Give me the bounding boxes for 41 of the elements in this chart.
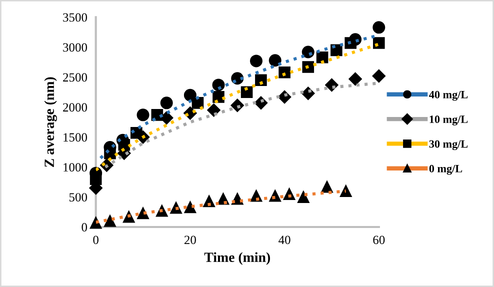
point <box>372 69 386 83</box>
x-tick-label: 0 <box>93 236 98 244</box>
y-tick-label: 2500 <box>63 73 88 82</box>
y-tick-label: 2000 <box>63 103 88 112</box>
legend-label: 30 mg/L <box>429 140 468 150</box>
x-tick-label: 60 <box>373 236 385 244</box>
point <box>330 44 342 56</box>
x-tick-label: 20 <box>184 236 196 244</box>
point <box>90 173 102 185</box>
x-axis-title: Time (min) <box>204 252 270 265</box>
legend-label: 0 mg/L <box>429 164 462 175</box>
y-tick-label: 1500 <box>64 133 88 142</box>
point <box>212 78 225 92</box>
point <box>348 72 362 86</box>
point <box>372 21 386 34</box>
y-tick-label: 1000 <box>64 163 88 172</box>
point <box>372 37 385 49</box>
y-tick-label: 0 <box>82 223 88 232</box>
point <box>184 201 196 214</box>
x-tick-label: 40 <box>278 236 290 244</box>
point <box>321 180 333 193</box>
point <box>104 215 116 227</box>
point <box>298 191 310 203</box>
point <box>316 51 328 64</box>
point <box>250 54 262 68</box>
point <box>278 66 290 78</box>
y-tick-label: 500 <box>69 193 88 202</box>
point <box>240 86 253 98</box>
point <box>268 54 282 67</box>
legend-label: 10 mg/L <box>430 116 468 126</box>
y-tick-label: 3000 <box>63 43 88 52</box>
point <box>340 185 352 197</box>
point <box>160 96 173 110</box>
legend-label: 40 mg/L <box>429 90 468 101</box>
y-tick-label: 3500 <box>63 13 88 22</box>
point <box>212 91 224 103</box>
y-axis-title: Z average (nm) <box>44 77 57 167</box>
point <box>207 104 220 117</box>
point <box>255 74 267 86</box>
point <box>136 108 150 122</box>
point <box>302 61 314 73</box>
